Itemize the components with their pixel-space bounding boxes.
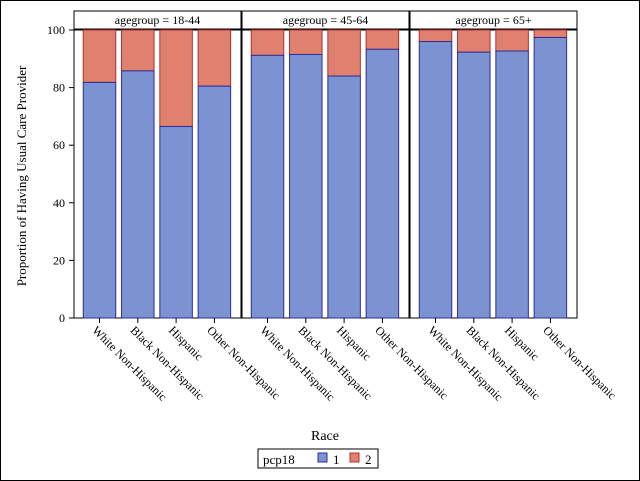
bar-segment-1 [289,53,323,319]
y-tick-label: 80 [53,81,65,95]
bar-segment-2 [159,29,193,127]
panel-label-1: agegroup = 18-44 [115,13,200,27]
panel-label-3: agegroup = 65+ [455,13,531,27]
legend-title: pcp18 [263,452,295,467]
bar-segment-2 [289,29,323,55]
bar-segment-2 [250,29,285,56]
bar-segment-1 [418,41,453,319]
y-tick-label: 60 [53,138,65,152]
bar-segment-2 [533,29,568,38]
panel-border-1 [73,29,242,319]
bar-segment-2 [495,29,529,52]
bar-segment-2 [418,29,453,43]
bar-segment-1 [197,85,232,319]
bar-segment-2 [121,29,155,72]
bar-segment-1 [327,75,361,319]
bar-segment-2 [365,29,400,50]
bar-segment-2 [197,29,232,87]
y-tick-label: 40 [53,196,65,210]
bar-segment-2 [457,29,491,53]
y-axis-label: Proportion of Having Usual Care Provider [14,65,29,286]
y-tick-label: 100 [47,23,65,37]
bar-segment-2 [82,29,117,83]
bar-segment-1 [250,54,285,319]
bar-segment-1 [82,81,117,319]
legend-swatch-2 [349,452,360,463]
bar-segment-2 [327,29,361,77]
y-tick-label: 0 [59,311,65,325]
legend-label-1: 1 [333,452,340,467]
x-tick-label: White Non-Hispanic [89,323,169,403]
panel-border-2 [241,29,410,319]
bar-segment-1 [365,48,400,319]
panel-header-3 [409,10,578,30]
bar-segment-1 [457,51,491,319]
y-tick-label: 20 [53,253,65,267]
panel-border-3 [409,29,578,319]
panel-label-2: agegroup = 45-64 [283,13,368,27]
bar-segment-1 [533,36,568,319]
x-axis-label: Race [311,429,339,444]
panel-header-2 [241,10,410,30]
bar-segment-1 [495,50,529,319]
x-tick-label: Other Non-Hispanic [540,323,619,402]
legend-swatch-1 [317,452,328,463]
panel-header-1 [73,10,242,30]
legend-label-2: 2 [365,452,372,467]
legend: pcp18 1 2 [257,448,379,469]
bar-segment-1 [121,70,155,319]
bar-segment-1 [159,125,193,319]
